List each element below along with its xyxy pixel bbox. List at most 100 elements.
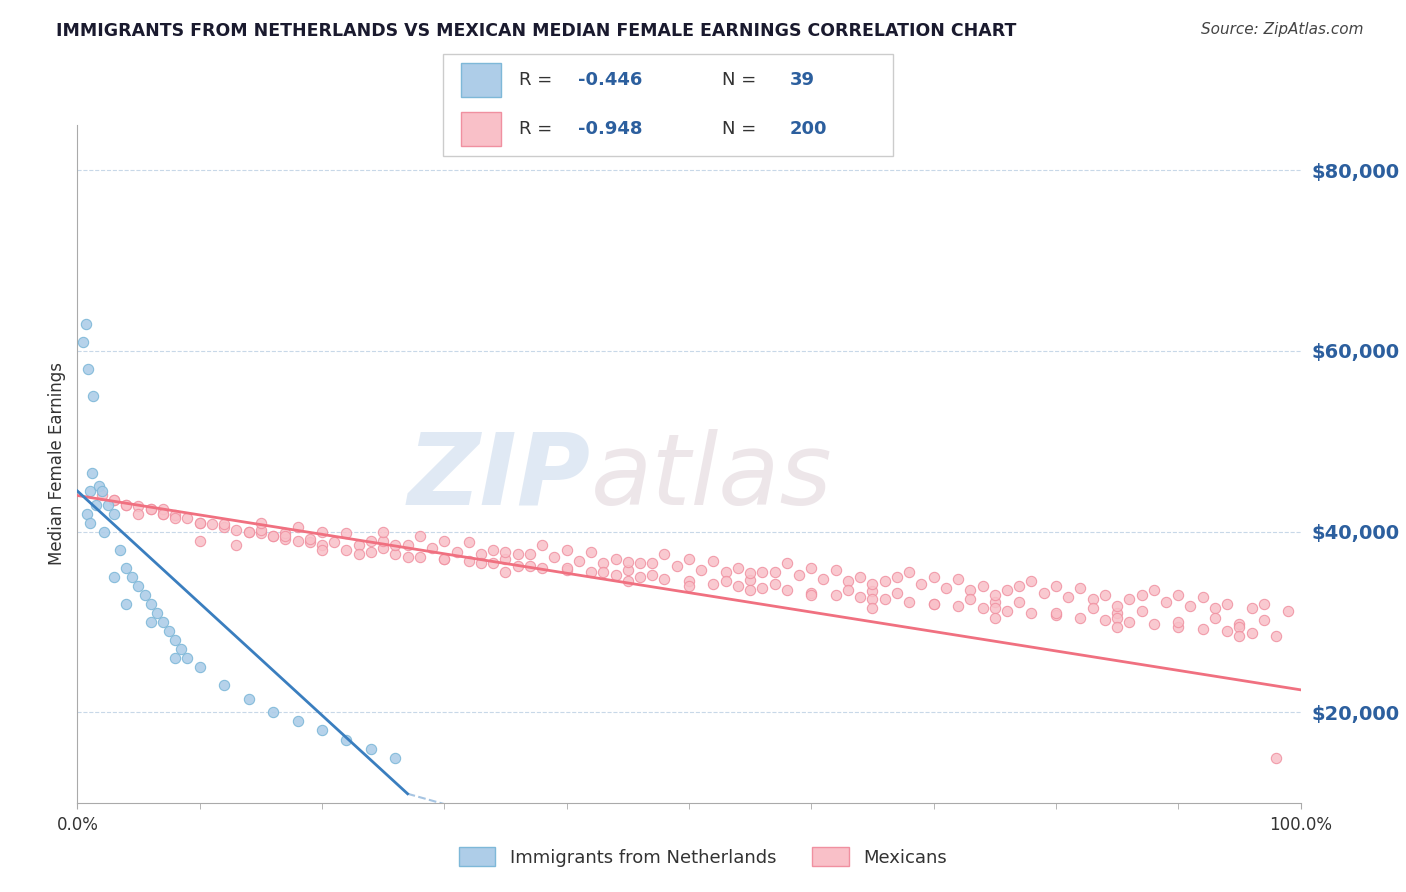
Point: [360, 533, 382, 548]
Point: [519, 547, 541, 561]
Point: [470, 556, 492, 570]
Point: [702, 577, 724, 591]
Point: [972, 579, 994, 593]
Point: [984, 601, 1007, 615]
Point: [1240, 625, 1263, 640]
Point: [1094, 613, 1116, 627]
Point: [1265, 629, 1288, 643]
Point: [1229, 619, 1251, 633]
Text: Source: ZipAtlas.com: Source: ZipAtlas.com: [1201, 22, 1364, 37]
Point: [740, 574, 762, 588]
Point: [740, 583, 762, 598]
Text: 100.0%: 100.0%: [1270, 816, 1331, 834]
Point: [1180, 599, 1202, 613]
Point: [347, 547, 370, 561]
Point: [1032, 586, 1054, 600]
Point: [1167, 615, 1189, 629]
Point: [714, 574, 737, 589]
FancyBboxPatch shape: [461, 62, 502, 96]
Point: [335, 542, 357, 557]
Point: [740, 566, 762, 581]
Point: [1154, 595, 1177, 609]
Point: [751, 581, 773, 595]
Point: [702, 553, 724, 567]
Point: [238, 691, 260, 706]
Point: [212, 678, 235, 692]
Point: [115, 561, 138, 575]
Point: [121, 570, 143, 584]
Point: [678, 551, 700, 566]
Point: [678, 579, 700, 593]
Point: [543, 549, 565, 564]
Point: [298, 535, 321, 549]
Text: -0.446: -0.446: [578, 70, 643, 88]
Point: [959, 592, 981, 607]
Point: [470, 547, 492, 561]
Point: [568, 553, 591, 567]
Point: [298, 532, 321, 546]
Point: [800, 588, 823, 602]
Point: [384, 547, 406, 561]
Point: [849, 570, 872, 584]
Point: [873, 574, 896, 589]
Point: [80, 466, 103, 480]
Point: [90, 483, 112, 498]
Point: [727, 579, 749, 593]
Point: [519, 559, 541, 574]
Point: [592, 566, 614, 580]
Point: [1143, 583, 1166, 598]
Point: [75, 317, 97, 331]
Point: [1265, 750, 1288, 764]
Point: [396, 538, 419, 552]
Point: [1167, 619, 1189, 633]
Point: [262, 529, 284, 543]
Point: [311, 538, 333, 552]
Point: [165, 508, 187, 523]
Point: [90, 488, 112, 502]
Point: [262, 529, 284, 543]
Point: [93, 524, 115, 539]
Point: [1069, 581, 1091, 595]
Point: [984, 610, 1007, 624]
Point: [212, 517, 235, 532]
Point: [1045, 606, 1067, 620]
Point: [628, 570, 651, 584]
Point: [103, 507, 125, 521]
Point: [1008, 595, 1031, 609]
Point: [654, 547, 676, 561]
Point: [862, 592, 884, 607]
Point: [751, 566, 773, 580]
Point: [152, 502, 174, 516]
Point: [250, 526, 273, 541]
Point: [446, 544, 468, 558]
Legend: Immigrants from Netherlands, Mexicans: Immigrants from Netherlands, Mexicans: [453, 840, 953, 874]
Point: [1107, 599, 1129, 613]
Point: [922, 570, 945, 584]
Point: [555, 542, 578, 557]
Point: [139, 597, 162, 611]
Text: atlas: atlas: [591, 429, 832, 526]
Point: [1057, 590, 1080, 604]
Point: [384, 538, 406, 552]
Point: [371, 524, 394, 539]
Point: [617, 563, 640, 577]
Point: [79, 483, 101, 498]
Point: [862, 584, 884, 599]
Point: [108, 542, 131, 557]
Point: [690, 563, 713, 577]
Point: [127, 500, 149, 514]
Point: [641, 568, 664, 582]
Point: [824, 563, 846, 577]
Point: [79, 516, 101, 530]
Point: [152, 507, 174, 521]
FancyBboxPatch shape: [461, 112, 502, 145]
Point: [115, 498, 138, 512]
Point: [335, 732, 357, 747]
Text: N =: N =: [721, 120, 762, 138]
Point: [420, 541, 443, 555]
Point: [1081, 601, 1104, 615]
Point: [873, 592, 896, 607]
Point: [146, 606, 169, 620]
Point: [384, 750, 406, 764]
Point: [531, 561, 554, 575]
